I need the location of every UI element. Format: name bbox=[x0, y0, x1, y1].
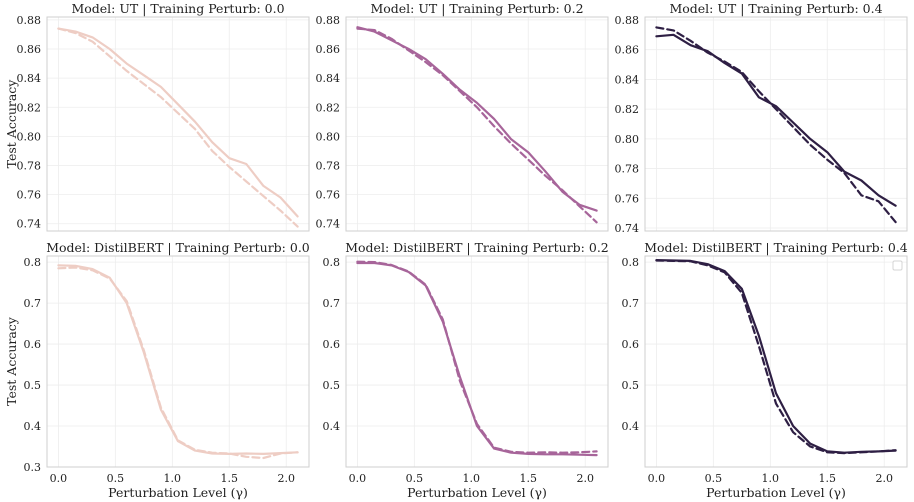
y-tick-label: 0.8 bbox=[323, 256, 341, 269]
subplot-4: 0.3 0.4 0.5 0.6 0.7 0.8 0.0 0.5 1.0 1.5 2.0 Model: … bbox=[4, 240, 310, 500]
y-axis-label: Test Accuracy bbox=[4, 316, 19, 406]
dashed-series-line bbox=[356, 260, 598, 454]
y-tick-label: 0.82 bbox=[615, 103, 640, 116]
y-tick-label: 0.6 bbox=[323, 338, 341, 351]
y-tick-label: 0.76 bbox=[316, 189, 341, 202]
subplot-2: 0.74 0.76 0.78 0.80 0.82 0.84 0.86 0.88 Model: U… bbox=[316, 1, 609, 232]
y-tick-label: 0.86 bbox=[17, 43, 42, 56]
y-tick-label: 0.3 bbox=[24, 461, 42, 474]
y-tick-label: 0.88 bbox=[316, 14, 341, 27]
y-tick-label: 0.5 bbox=[24, 379, 42, 392]
y-tick-label: 0.78 bbox=[316, 159, 341, 172]
dashed-series-line bbox=[655, 26, 897, 224]
dashed-series-line bbox=[57, 266, 299, 460]
x-axis-label: Perturbation Level (γ) bbox=[108, 485, 248, 500]
subplot-title: Model: UT | Training Perturb: 0.4 bbox=[669, 1, 882, 16]
axes-frame bbox=[46, 16, 310, 232]
y-tick-label: 0.74 bbox=[17, 218, 42, 231]
dashed-series-line bbox=[57, 27, 299, 228]
subplot-title: Model: UT | Training Perturb: 0.2 bbox=[370, 1, 583, 16]
x-axis-label: Perturbation Level (γ) bbox=[407, 485, 547, 500]
x-tick-label: 2.0 bbox=[875, 472, 893, 485]
subplot-1: 0.74 0.76 0.78 0.80 0.82 0.84 0.86 0.88 Model: U… bbox=[4, 1, 310, 232]
subplot-title: Model: DistilBERT | Training Perturb: 0.… bbox=[644, 240, 908, 255]
axes-frame bbox=[644, 255, 908, 468]
y-tick-label: 0.80 bbox=[17, 130, 42, 143]
solid-series-line bbox=[655, 259, 897, 454]
y-tick-label: 0.8 bbox=[622, 256, 640, 269]
y-tick-label: 0.86 bbox=[316, 43, 341, 56]
y-tick-label: 0.84 bbox=[316, 72, 341, 85]
x-axis-label: Perturbation Level (γ) bbox=[706, 485, 846, 500]
y-tick-label: 0.6 bbox=[24, 338, 42, 351]
y-tick-label: 0.78 bbox=[615, 163, 640, 176]
legend-box bbox=[892, 260, 903, 271]
axes-frame bbox=[644, 16, 908, 232]
y-tick-label: 0.86 bbox=[615, 44, 640, 57]
x-tick-label: 2.0 bbox=[277, 472, 295, 485]
solid-series-line bbox=[57, 264, 299, 455]
x-tick-label: 2.0 bbox=[576, 472, 594, 485]
x-tick-label: 1.5 bbox=[221, 472, 239, 485]
x-tick-label: 0.0 bbox=[349, 472, 367, 485]
solid-series-line bbox=[356, 26, 598, 212]
x-tick-label: 0.0 bbox=[648, 472, 666, 485]
subplot-5: 0.4 0.5 0.6 0.7 0.8 0.0 0.5 1.0 1.5 2.0 Model: Dis… bbox=[323, 240, 609, 500]
x-tick-label: 1.0 bbox=[164, 472, 182, 485]
y-tick-label: 0.7 bbox=[622, 297, 640, 310]
y-tick-label: 0.4 bbox=[622, 420, 640, 433]
axes-frame bbox=[345, 255, 609, 468]
x-tick-label: 0.0 bbox=[50, 472, 68, 485]
x-tick-label: 0.5 bbox=[705, 472, 723, 485]
y-tick-label: 0.5 bbox=[622, 379, 640, 392]
y-tick-label: 0.88 bbox=[17, 14, 42, 27]
subplot-title: Model: DistilBERT | Training Perturb: 0.… bbox=[46, 240, 310, 255]
y-tick-label: 0.7 bbox=[24, 297, 42, 310]
y-tick-label: 0.84 bbox=[615, 73, 640, 86]
y-axis-label: Test Accuracy bbox=[4, 79, 19, 169]
y-tick-label: 0.80 bbox=[316, 130, 341, 143]
y-tick-label: 0.82 bbox=[316, 101, 341, 114]
y-tick-label: 0.74 bbox=[615, 222, 640, 235]
y-tick-label: 0.8 bbox=[24, 256, 42, 269]
x-tick-label: 0.5 bbox=[107, 472, 125, 485]
x-tick-label: 0.5 bbox=[406, 472, 424, 485]
y-tick-label: 0.5 bbox=[323, 379, 341, 392]
y-tick-label: 0.84 bbox=[17, 72, 42, 85]
subplot-6: 0.4 0.5 0.6 0.7 0.8 0.0 0.5 1.0 1.5 2.0 Model: Dis… bbox=[622, 240, 908, 500]
subplot-title: Model: DistilBERT | Training Perturb: 0.… bbox=[345, 240, 609, 255]
solid-series-line bbox=[57, 27, 299, 218]
dashed-series-line bbox=[655, 259, 897, 455]
axes-frame bbox=[46, 255, 310, 468]
y-tick-label: 0.80 bbox=[615, 133, 640, 146]
y-tick-label: 0.88 bbox=[615, 14, 640, 27]
x-tick-label: 1.5 bbox=[819, 472, 837, 485]
x-tick-label: 1.0 bbox=[762, 472, 780, 485]
y-tick-label: 0.82 bbox=[17, 101, 42, 114]
x-tick-label: 1.0 bbox=[463, 472, 481, 485]
subplot-3: 0.74 0.76 0.78 0.80 0.82 0.84 0.86 0.88 Model: U… bbox=[615, 1, 908, 235]
solid-series-line bbox=[655, 33, 897, 207]
y-tick-label: 0.74 bbox=[316, 218, 341, 231]
y-tick-label: 0.4 bbox=[323, 420, 341, 433]
y-tick-label: 0.4 bbox=[24, 420, 42, 433]
subplot-title: Model: UT | Training Perturb: 0.0 bbox=[71, 1, 284, 16]
y-tick-label: 0.78 bbox=[17, 159, 42, 172]
axes-frame bbox=[345, 16, 609, 232]
y-tick-label: 0.76 bbox=[615, 192, 640, 205]
y-tick-label: 0.76 bbox=[17, 189, 42, 202]
x-tick-label: 1.5 bbox=[520, 472, 538, 485]
dashed-series-line bbox=[356, 27, 598, 224]
y-tick-label: 0.6 bbox=[622, 338, 640, 351]
y-tick-label: 0.7 bbox=[323, 297, 341, 310]
